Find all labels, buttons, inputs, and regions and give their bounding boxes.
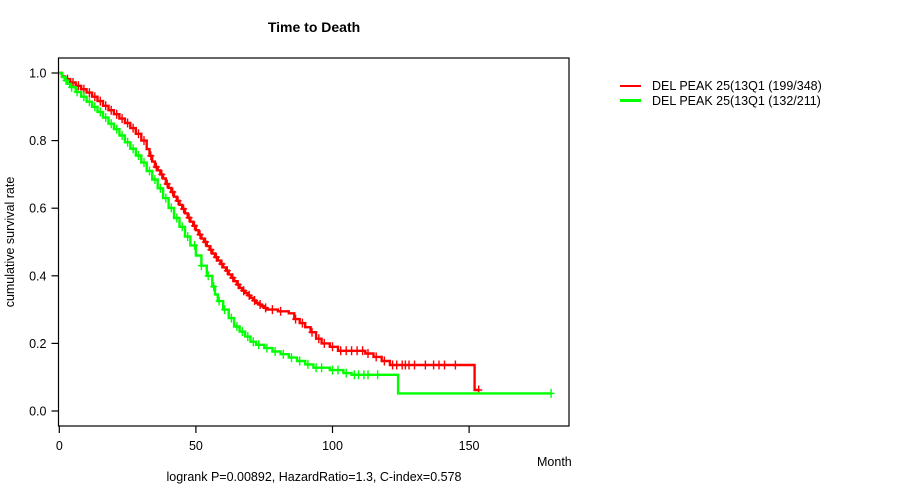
y-tick-label: 0.6 bbox=[29, 202, 46, 216]
censor-marks bbox=[64, 74, 483, 395]
legend-line-icon bbox=[620, 99, 641, 102]
censor-marks bbox=[62, 75, 555, 398]
x-tick-label: 150 bbox=[459, 439, 480, 453]
x-tick-label: 50 bbox=[189, 439, 203, 453]
y-tick-label: 0.0 bbox=[29, 405, 46, 419]
x-tick-label: 0 bbox=[56, 439, 63, 453]
x-axis-label: Month bbox=[537, 455, 572, 469]
legend-label: DEL PEAK 25(13Q1 (199/348) bbox=[652, 79, 822, 94]
legend-label: DEL PEAK 25(13Q1 (132/211) bbox=[652, 93, 821, 108]
chart-title: Time to Death bbox=[267, 19, 361, 35]
y-tick-label: 0.2 bbox=[29, 337, 46, 351]
survival-curve bbox=[59, 71, 552, 395]
x-tick-label: 100 bbox=[322, 439, 343, 453]
stats-annotation: logrank P=0.00892, HazardRatio=1.3, C-in… bbox=[166, 470, 462, 484]
legend-line-icon bbox=[620, 84, 641, 88]
plot-box bbox=[57, 57, 570, 427]
y-tick-label: 0.4 bbox=[29, 269, 46, 283]
y-tick-label: 0.8 bbox=[29, 134, 46, 148]
legend: DEL PEAK 25(13Q1 (199/348) DEL PEAK 25(1… bbox=[620, 79, 822, 108]
y-tick-label: 1.0 bbox=[29, 67, 46, 81]
legend-item: DEL PEAK 25(13Q1 (199/348) bbox=[620, 79, 822, 93]
legend-item: DEL PEAK 25(13Q1 (132/211) bbox=[620, 93, 822, 108]
